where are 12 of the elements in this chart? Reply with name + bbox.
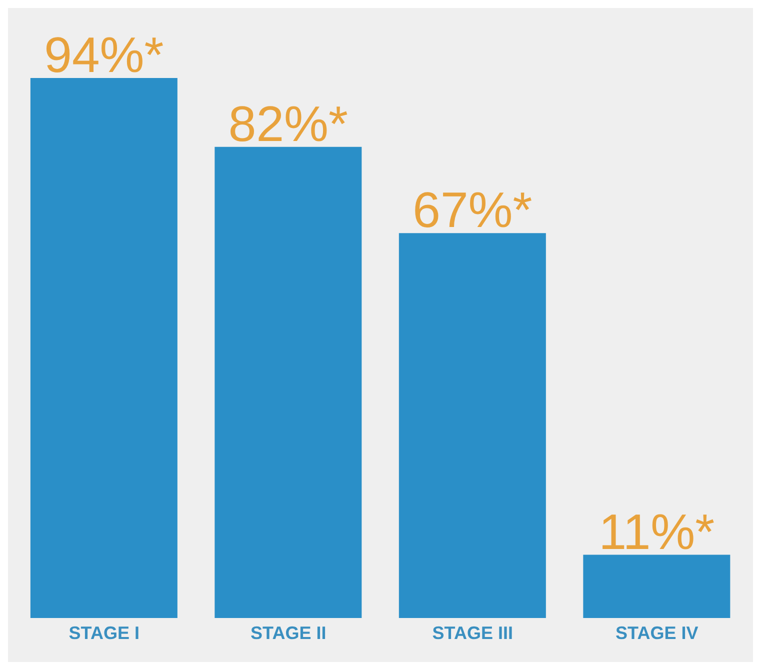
bar xyxy=(398,233,546,618)
data-label: 67%* xyxy=(412,182,532,238)
bar xyxy=(214,146,362,618)
x-tick-label: STAGE I xyxy=(68,622,140,643)
data-label: 94%* xyxy=(44,27,164,83)
data-label: 82%* xyxy=(228,96,348,152)
x-tick-label: STAGE II xyxy=(250,622,326,643)
x-tick-label: STAGE III xyxy=(432,622,513,643)
x-tick-label: STAGE IV xyxy=(616,622,698,643)
bar xyxy=(583,554,730,618)
bar xyxy=(30,78,178,618)
data-label: 11%* xyxy=(598,504,715,560)
